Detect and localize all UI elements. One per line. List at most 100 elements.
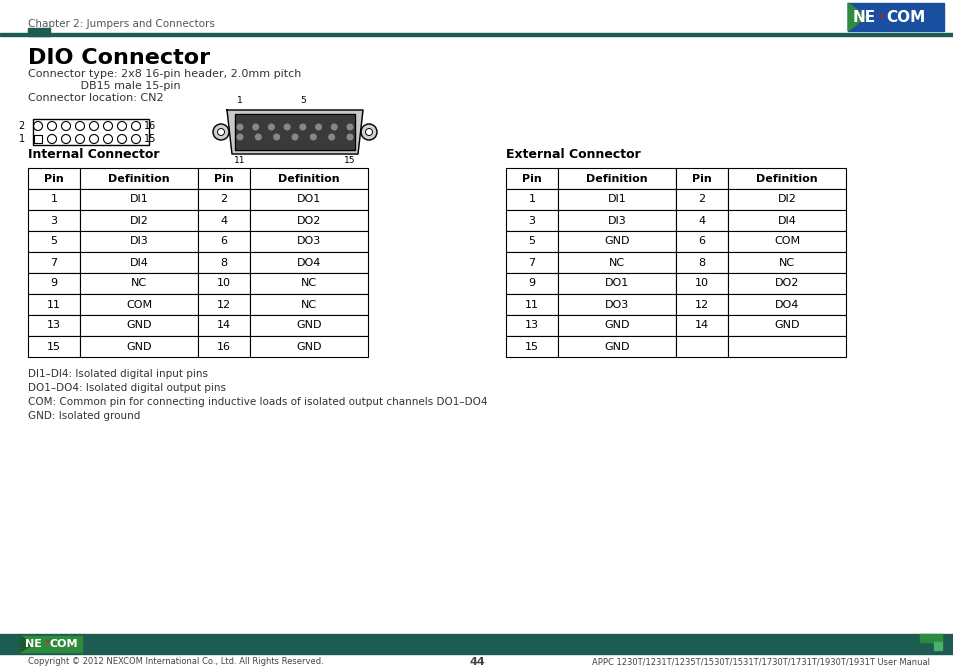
Text: Pin: Pin (213, 173, 233, 183)
Bar (676, 252, 727, 273)
Text: DB15 male 15-pin: DB15 male 15-pin (28, 81, 180, 91)
Text: Pin: Pin (521, 173, 541, 183)
Text: 15: 15 (344, 156, 355, 165)
Bar (198, 273, 250, 294)
Text: NC: NC (300, 300, 316, 310)
Text: COM: COM (885, 9, 924, 24)
Circle shape (365, 128, 372, 136)
Bar (198, 231, 250, 252)
Text: DI2: DI2 (130, 216, 149, 226)
Bar (676, 294, 727, 315)
Text: DI1: DI1 (607, 194, 626, 204)
Bar (505, 189, 558, 210)
Circle shape (360, 124, 376, 140)
Bar (250, 252, 368, 273)
Text: 7: 7 (51, 257, 57, 267)
Bar (80, 210, 198, 231)
Text: APPC 1230T/1231T/1235T/1530T/1531T/1730T/1731T/1930T/1931T User Manual: APPC 1230T/1231T/1235T/1530T/1531T/1730T… (592, 657, 929, 667)
Bar (727, 210, 845, 231)
Text: GND: GND (126, 321, 152, 331)
Text: 5: 5 (528, 237, 535, 247)
Text: DO2: DO2 (296, 216, 321, 226)
Bar (676, 336, 727, 357)
Bar (250, 273, 368, 294)
Text: NC: NC (300, 278, 316, 288)
Text: 14: 14 (216, 321, 231, 331)
Bar (727, 315, 845, 336)
Bar (676, 315, 727, 336)
Circle shape (274, 134, 279, 140)
Text: DO1: DO1 (604, 278, 628, 288)
Bar (558, 294, 676, 315)
Text: 11: 11 (524, 300, 538, 310)
Text: Pin: Pin (44, 173, 64, 183)
Bar (80, 273, 198, 294)
Polygon shape (847, 3, 865, 31)
Bar (505, 315, 558, 336)
Bar (28, 231, 80, 252)
Bar (727, 231, 845, 252)
Bar (28, 336, 80, 357)
Bar (28, 168, 80, 189)
Bar (198, 210, 250, 231)
Text: 2: 2 (220, 194, 228, 204)
Bar (33, 119, 149, 145)
Bar (250, 315, 368, 336)
Text: 9: 9 (528, 278, 535, 288)
Text: Definition: Definition (108, 173, 170, 183)
Bar (0, 33, 953, 36)
Text: Chapter 2: Jumpers and Connectors: Chapter 2: Jumpers and Connectors (28, 19, 214, 29)
Text: 3: 3 (51, 216, 57, 226)
Text: DI3: DI3 (130, 237, 149, 247)
Text: GND: GND (603, 237, 629, 247)
Text: 4: 4 (220, 216, 228, 226)
Bar (80, 252, 198, 273)
Text: 13: 13 (47, 321, 61, 331)
Text: 1: 1 (528, 194, 535, 204)
Text: NC: NC (131, 278, 147, 288)
Polygon shape (227, 110, 363, 154)
Bar (250, 168, 368, 189)
Circle shape (213, 124, 229, 140)
Bar (558, 273, 676, 294)
Circle shape (284, 124, 290, 130)
Text: ✕: ✕ (44, 640, 50, 646)
Bar (250, 336, 368, 357)
Text: 1: 1 (237, 96, 243, 105)
Text: GND: GND (603, 321, 629, 331)
Text: 1: 1 (51, 194, 57, 204)
Bar (676, 231, 727, 252)
Text: DO2: DO2 (774, 278, 799, 288)
Text: 10: 10 (695, 278, 708, 288)
Text: ✕: ✕ (877, 11, 884, 21)
Circle shape (237, 134, 243, 140)
Bar (727, 336, 845, 357)
Text: DI3: DI3 (607, 216, 626, 226)
Bar (80, 294, 198, 315)
Text: External Connector: External Connector (505, 147, 640, 161)
Circle shape (315, 124, 321, 130)
Bar (28, 252, 80, 273)
Text: DO3: DO3 (296, 237, 321, 247)
Bar (198, 189, 250, 210)
Bar (558, 168, 676, 189)
Text: DI4: DI4 (130, 257, 149, 267)
Text: 12: 12 (694, 300, 708, 310)
Text: 11: 11 (47, 300, 61, 310)
Text: GND: GND (603, 341, 629, 351)
Text: DO1: DO1 (296, 194, 321, 204)
Text: NC: NC (608, 257, 624, 267)
Text: 15: 15 (524, 341, 538, 351)
Text: DI4: DI4 (777, 216, 796, 226)
Text: GND: GND (296, 341, 321, 351)
Bar (28, 315, 80, 336)
Bar (558, 210, 676, 231)
Bar (250, 210, 368, 231)
Bar (28, 273, 80, 294)
Bar (847, 3, 943, 31)
Bar (558, 315, 676, 336)
Text: 16: 16 (216, 341, 231, 351)
Text: COM: COM (126, 300, 152, 310)
Bar (558, 231, 676, 252)
Bar (198, 252, 250, 273)
